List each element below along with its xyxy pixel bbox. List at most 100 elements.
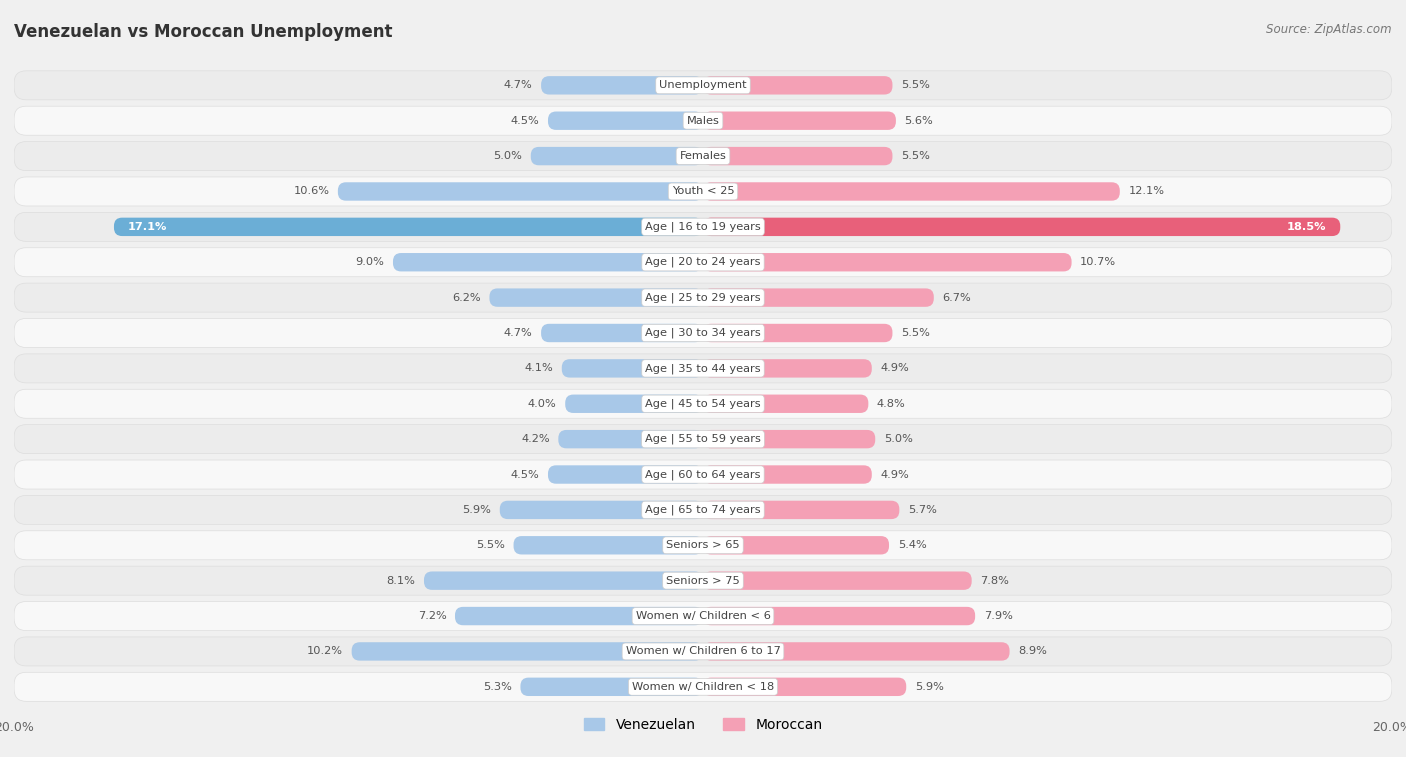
Text: 10.7%: 10.7% [1080,257,1116,267]
Text: 4.1%: 4.1% [524,363,553,373]
FancyBboxPatch shape [548,466,703,484]
FancyBboxPatch shape [392,253,703,272]
Text: 5.9%: 5.9% [463,505,491,515]
Text: Age | 55 to 59 years: Age | 55 to 59 years [645,434,761,444]
FancyBboxPatch shape [14,566,1392,595]
Text: Seniors > 75: Seniors > 75 [666,575,740,586]
FancyBboxPatch shape [703,536,889,554]
FancyBboxPatch shape [114,218,703,236]
Text: 5.7%: 5.7% [908,505,936,515]
Text: 5.3%: 5.3% [482,682,512,692]
Text: 12.1%: 12.1% [1129,186,1164,197]
Text: 5.5%: 5.5% [477,540,505,550]
Text: 4.5%: 4.5% [510,469,540,479]
FancyBboxPatch shape [14,425,1392,453]
Text: Age | 35 to 44 years: Age | 35 to 44 years [645,363,761,374]
Text: 5.5%: 5.5% [901,151,929,161]
FancyBboxPatch shape [14,248,1392,277]
FancyBboxPatch shape [499,500,703,519]
Text: Males: Males [686,116,720,126]
FancyBboxPatch shape [14,319,1392,347]
Text: 5.9%: 5.9% [915,682,943,692]
Text: Age | 25 to 29 years: Age | 25 to 29 years [645,292,761,303]
Text: 7.8%: 7.8% [980,575,1010,586]
FancyBboxPatch shape [489,288,703,307]
Text: Women w/ Children 6 to 17: Women w/ Children 6 to 17 [626,646,780,656]
FancyBboxPatch shape [703,76,893,95]
FancyBboxPatch shape [14,602,1392,631]
FancyBboxPatch shape [14,460,1392,489]
FancyBboxPatch shape [456,607,703,625]
FancyBboxPatch shape [703,324,893,342]
FancyBboxPatch shape [703,253,1071,272]
FancyBboxPatch shape [703,466,872,484]
FancyBboxPatch shape [14,177,1392,206]
Text: 4.9%: 4.9% [880,363,910,373]
Text: Unemployment: Unemployment [659,80,747,90]
FancyBboxPatch shape [14,213,1392,241]
Text: Females: Females [679,151,727,161]
Text: 10.2%: 10.2% [307,646,343,656]
Text: 10.6%: 10.6% [294,186,329,197]
Text: Seniors > 65: Seniors > 65 [666,540,740,550]
FancyBboxPatch shape [520,678,703,696]
FancyBboxPatch shape [531,147,703,165]
Text: 4.7%: 4.7% [503,328,533,338]
Text: Age | 20 to 24 years: Age | 20 to 24 years [645,257,761,267]
Text: 5.0%: 5.0% [494,151,522,161]
Text: Age | 65 to 74 years: Age | 65 to 74 years [645,505,761,516]
Text: 5.5%: 5.5% [901,328,929,338]
FancyBboxPatch shape [565,394,703,413]
FancyBboxPatch shape [14,106,1392,136]
FancyBboxPatch shape [14,142,1392,170]
FancyBboxPatch shape [541,76,703,95]
FancyBboxPatch shape [703,182,1119,201]
FancyBboxPatch shape [14,531,1392,559]
FancyBboxPatch shape [703,572,972,590]
FancyBboxPatch shape [14,495,1392,525]
Text: 8.1%: 8.1% [387,575,415,586]
FancyBboxPatch shape [703,111,896,130]
Text: Age | 30 to 34 years: Age | 30 to 34 years [645,328,761,338]
Text: Youth < 25: Youth < 25 [672,186,734,197]
FancyBboxPatch shape [548,111,703,130]
FancyBboxPatch shape [14,354,1392,383]
FancyBboxPatch shape [541,324,703,342]
Text: Age | 45 to 54 years: Age | 45 to 54 years [645,398,761,409]
FancyBboxPatch shape [703,430,875,448]
FancyBboxPatch shape [14,283,1392,312]
FancyBboxPatch shape [703,147,893,165]
FancyBboxPatch shape [703,394,869,413]
Text: Source: ZipAtlas.com: Source: ZipAtlas.com [1267,23,1392,36]
Text: 6.7%: 6.7% [942,293,972,303]
Text: 4.7%: 4.7% [503,80,533,90]
Text: 7.9%: 7.9% [984,611,1012,621]
FancyBboxPatch shape [703,359,872,378]
Text: 4.8%: 4.8% [877,399,905,409]
Text: Venezuelan vs Moroccan Unemployment: Venezuelan vs Moroccan Unemployment [14,23,392,41]
Text: Women w/ Children < 6: Women w/ Children < 6 [636,611,770,621]
FancyBboxPatch shape [337,182,703,201]
Text: Age | 16 to 19 years: Age | 16 to 19 years [645,222,761,232]
Text: 18.5%: 18.5% [1286,222,1326,232]
Text: 4.9%: 4.9% [880,469,910,479]
FancyBboxPatch shape [562,359,703,378]
Text: 9.0%: 9.0% [356,257,384,267]
Text: 7.2%: 7.2% [418,611,446,621]
FancyBboxPatch shape [703,678,907,696]
FancyBboxPatch shape [703,642,1010,661]
Text: Age | 60 to 64 years: Age | 60 to 64 years [645,469,761,480]
Text: 5.5%: 5.5% [901,80,929,90]
FancyBboxPatch shape [558,430,703,448]
Text: Women w/ Children < 18: Women w/ Children < 18 [631,682,775,692]
Text: 5.6%: 5.6% [904,116,934,126]
FancyBboxPatch shape [352,642,703,661]
Text: 6.2%: 6.2% [453,293,481,303]
FancyBboxPatch shape [513,536,703,554]
FancyBboxPatch shape [14,389,1392,419]
Text: 8.9%: 8.9% [1018,646,1047,656]
FancyBboxPatch shape [703,218,1340,236]
Text: 17.1%: 17.1% [128,222,167,232]
FancyBboxPatch shape [14,71,1392,100]
Text: 5.0%: 5.0% [884,435,912,444]
